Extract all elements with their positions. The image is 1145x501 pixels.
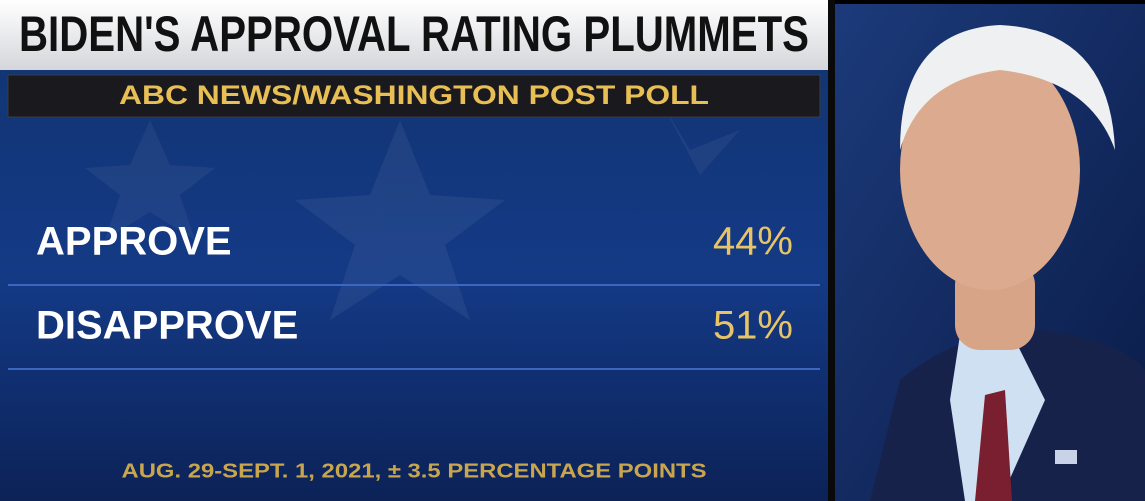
star-decoration: [660, 100, 740, 175]
star-decoration: [295, 120, 505, 320]
row-value: 51%: [713, 304, 793, 348]
subtitle: ABC NEWS/WASHINGTON POST POLL: [119, 80, 709, 110]
star-decoration: [85, 120, 215, 240]
poll-table: APPROVE 44% DISAPPROVE 51%: [8, 220, 820, 370]
row-value: 44%: [713, 220, 793, 264]
subtitle-bar: [7, 74, 821, 118]
portrait: [870, 25, 1145, 501]
divider: [828, 0, 835, 501]
footer-note: AUG. 29-SEPT. 1, 2021, ± 3.5 PERCENTAGE …: [122, 460, 707, 482]
title-bar: [0, 0, 828, 70]
row-label: DISAPPROVE: [36, 304, 298, 348]
row-label: APPROVE: [36, 220, 232, 264]
title: BIDEN'S APPROVAL RATING PLUMMETS: [19, 6, 809, 62]
